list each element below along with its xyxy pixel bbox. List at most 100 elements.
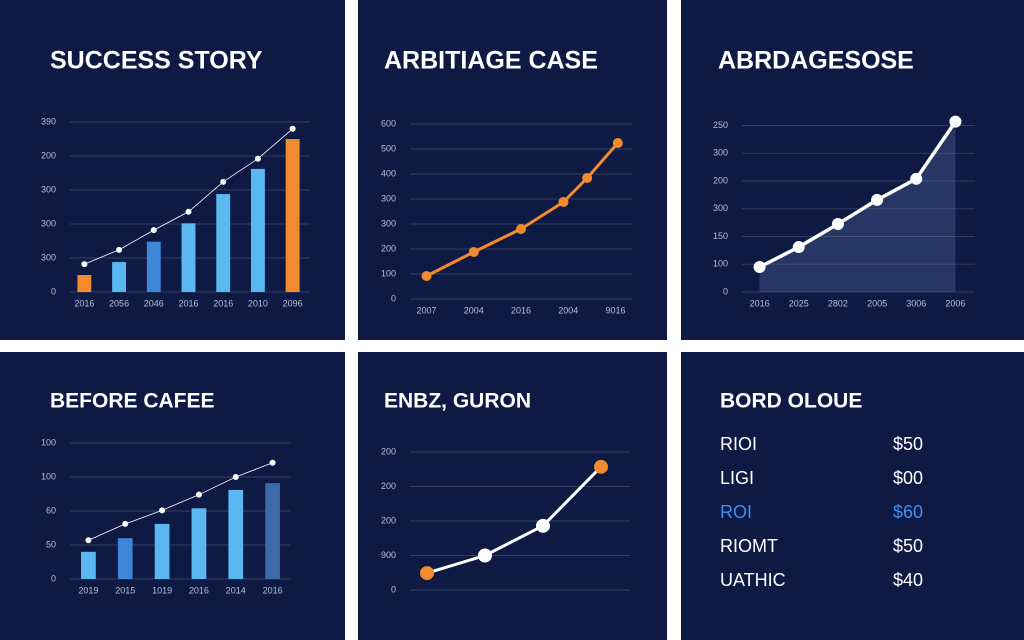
- cell-value: $40: [893, 570, 923, 590]
- bar: [117, 538, 133, 579]
- panel: [681, 0, 1024, 340]
- table-title: BORD OLOUE: [720, 390, 862, 413]
- chart-title: ABRDAGESOSE: [718, 47, 914, 75]
- point: [421, 271, 432, 281]
- chart-title: ENBZ, GURON: [384, 390, 531, 413]
- point: [159, 507, 166, 514]
- bar: [228, 489, 244, 579]
- bar: [216, 194, 231, 292]
- point: [753, 261, 766, 274]
- y-tick-label: 200: [381, 243, 396, 253]
- y-tick-label: 50: [46, 539, 56, 549]
- point: [195, 491, 202, 498]
- x-tick-label: 1019: [152, 585, 172, 595]
- y-tick-label: 0: [391, 293, 396, 303]
- y-tick-label: 500: [381, 143, 396, 153]
- x-tick-label: 2096: [283, 298, 303, 308]
- y-tick-label: 300: [41, 252, 56, 262]
- y-tick-label: 250: [713, 120, 728, 130]
- point: [949, 115, 962, 128]
- line: [426, 465, 603, 575]
- cell-label: RIOI: [720, 434, 757, 454]
- y-tick-label: 300: [713, 148, 728, 158]
- point: [122, 520, 129, 527]
- x-tick-label: 2006: [945, 298, 965, 308]
- cell-label: RIOMT: [720, 536, 778, 556]
- y-tick-label: 300: [41, 184, 56, 194]
- bar: [285, 139, 300, 292]
- point: [254, 155, 261, 162]
- cell-label: ROI: [720, 502, 752, 522]
- point: [420, 566, 434, 581]
- point: [232, 474, 239, 480]
- bar: [112, 262, 127, 292]
- bar: [250, 168, 265, 292]
- x-tick-label: 2046: [144, 298, 164, 308]
- panel: [358, 352, 667, 640]
- line: [88, 462, 273, 541]
- point: [612, 138, 623, 148]
- y-tick-label: 300: [381, 218, 396, 228]
- y-tick-label: 150: [713, 231, 728, 241]
- chart-title: SUCCESS STORY: [50, 47, 263, 75]
- y-tick-label: 600: [381, 118, 396, 128]
- y-tick-label: 0: [723, 286, 728, 296]
- bar: [81, 551, 96, 579]
- cell-label: LIGI: [720, 468, 754, 488]
- x-tick-label: 9016: [605, 305, 625, 315]
- x-tick-label: 3006: [906, 298, 926, 308]
- y-tick-label: 900: [381, 550, 396, 560]
- y-tick-label: 200: [713, 175, 728, 185]
- y-tick-label: 100: [713, 259, 728, 269]
- point: [220, 178, 227, 185]
- cell-value: $60: [893, 502, 923, 522]
- y-tick-label: 300: [381, 193, 396, 203]
- x-tick-label: 2016: [750, 298, 770, 308]
- bar: [181, 223, 196, 292]
- x-tick-label: 2010: [248, 298, 268, 308]
- x-tick-label: 2016: [213, 298, 233, 308]
- point: [910, 172, 923, 185]
- x-tick-label: 2004: [558, 305, 578, 315]
- bar: [77, 275, 92, 292]
- y-tick-label: 200: [381, 481, 396, 491]
- point: [468, 247, 479, 257]
- area: [759, 121, 956, 292]
- panel: [358, 0, 667, 340]
- line: [758, 120, 957, 269]
- y-tick-label: 100: [41, 471, 56, 481]
- point: [289, 125, 296, 132]
- point: [116, 246, 123, 253]
- point: [478, 548, 492, 563]
- bar: [146, 241, 161, 292]
- chart-title: ARBITIAGE CASE: [384, 47, 598, 75]
- cell-value: $00: [893, 468, 923, 488]
- point: [516, 224, 526, 234]
- y-tick-label: 300: [41, 218, 56, 228]
- point: [594, 459, 608, 474]
- panel: [0, 352, 345, 640]
- y-tick-label: 100: [381, 268, 396, 278]
- x-tick-label: 2025: [789, 298, 809, 308]
- x-tick-label: 2016: [511, 305, 531, 315]
- x-tick-label: 2005: [867, 298, 887, 308]
- point: [558, 197, 569, 207]
- x-tick-label: 2014: [226, 585, 246, 595]
- y-tick-label: 100: [41, 437, 56, 447]
- point: [81, 261, 88, 268]
- panel: [681, 352, 1024, 640]
- x-tick-label: 2015: [115, 585, 135, 595]
- bar: [154, 523, 170, 579]
- cell-value: $50: [893, 434, 923, 454]
- x-tick-label: 2016: [178, 298, 198, 308]
- point: [85, 537, 92, 544]
- point: [582, 173, 593, 183]
- chart-title: BEFORE CAFEE: [50, 390, 215, 413]
- x-tick-label: 2004: [464, 305, 484, 315]
- point: [536, 518, 550, 533]
- y-tick-label: 400: [381, 168, 396, 178]
- x-tick-label: 2019: [78, 585, 98, 595]
- bar: [265, 483, 280, 579]
- x-tick-label: 2016: [74, 298, 94, 308]
